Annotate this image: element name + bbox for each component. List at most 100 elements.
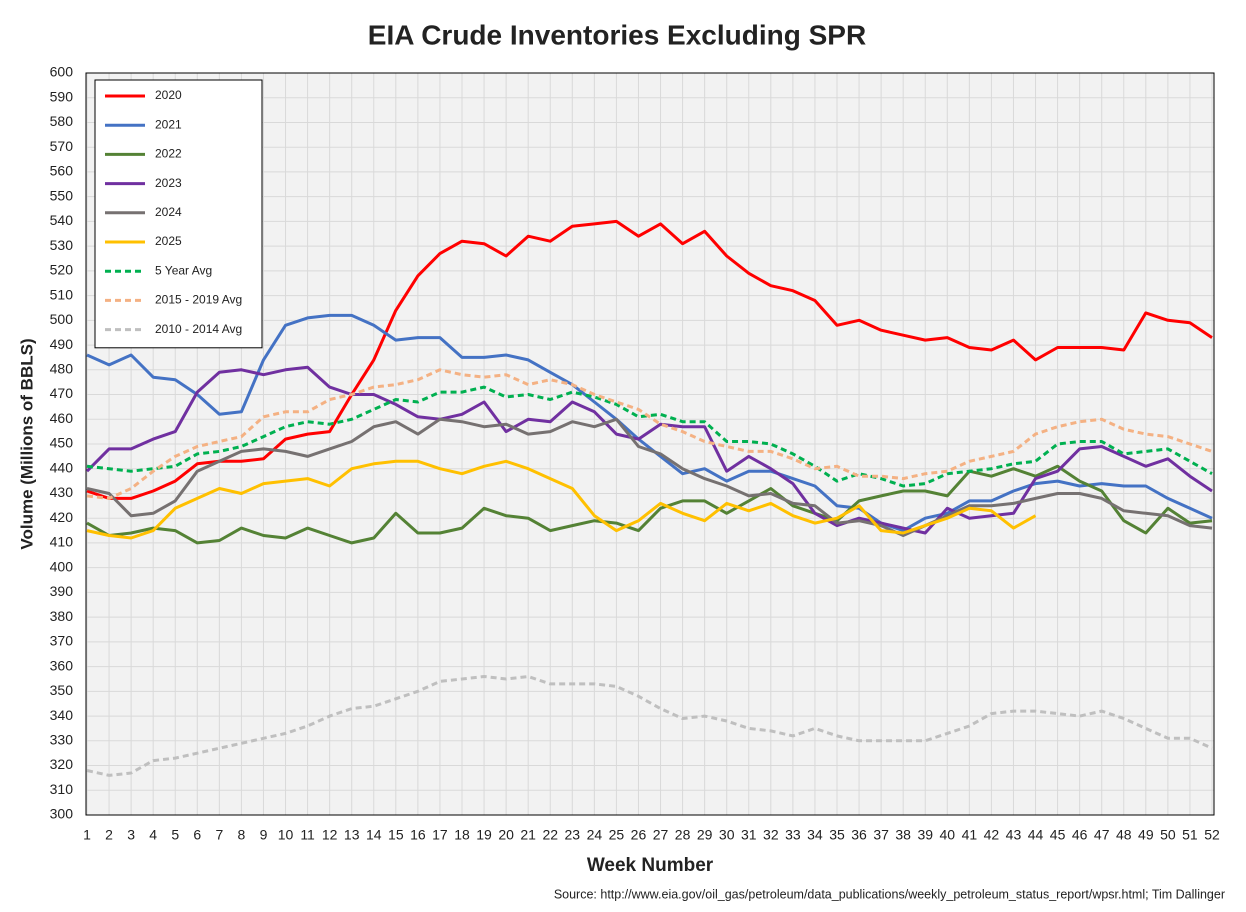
y-tick-label: 540 — [50, 212, 74, 228]
y-tick-label: 340 — [50, 707, 74, 723]
y-tick-label: 460 — [50, 410, 74, 426]
x-tick-label: 47 — [1094, 827, 1110, 843]
x-tick-label: 49 — [1138, 827, 1154, 843]
x-tick-label: 7 — [215, 827, 223, 843]
series-line — [86, 368, 1213, 500]
legend-label: 2022 — [155, 147, 182, 161]
series-line — [86, 313, 1213, 533]
series-line — [86, 385, 1213, 488]
x-tick-label: 45 — [1050, 827, 1066, 843]
legend-label: 2025 — [155, 234, 182, 248]
y-tick-label: 400 — [50, 558, 74, 574]
x-tick-label: 50 — [1160, 827, 1176, 843]
y-tick-label: 580 — [50, 113, 74, 129]
x-tick-label: 15 — [388, 827, 404, 843]
series-line — [86, 675, 1213, 777]
x-tick-label: 29 — [697, 827, 713, 843]
x-tick-label: 14 — [366, 827, 382, 843]
legend-label: 2024 — [155, 205, 182, 219]
legend-label: 5 Year Avg — [155, 263, 212, 277]
x-tick-label: 12 — [322, 827, 338, 843]
x-tick-label: 46 — [1072, 827, 1088, 843]
y-tick-label: 510 — [50, 286, 74, 302]
x-tick-label: 38 — [895, 827, 911, 843]
y-tick-label: 350 — [50, 682, 74, 698]
y-tick-label: 480 — [50, 361, 74, 377]
y-tick-label: 530 — [50, 237, 74, 253]
x-tick-label: 25 — [609, 827, 625, 843]
y-tick-label: 440 — [50, 459, 74, 475]
x-tick-label: 16 — [410, 827, 426, 843]
y-tick-label: 300 — [50, 806, 74, 822]
x-tick-label: 24 — [587, 827, 603, 843]
y-tick-label: 570 — [50, 138, 74, 154]
x-tick-label: 8 — [238, 827, 246, 843]
y-tick-label: 560 — [50, 163, 74, 179]
x-tick-label: 9 — [260, 827, 268, 843]
y-tick-label: 310 — [50, 781, 74, 797]
x-tick-label: 17 — [432, 827, 448, 843]
legend-label: 2020 — [155, 88, 182, 102]
x-tick-label: 26 — [631, 827, 647, 843]
legend-label: 2023 — [155, 176, 182, 190]
y-tick-label: 420 — [50, 509, 74, 525]
x-tick-label: 33 — [785, 827, 801, 843]
x-tick-label: 6 — [193, 827, 201, 843]
x-tick-label: 36 — [851, 827, 867, 843]
x-tick-label: 35 — [829, 827, 845, 843]
x-tick-label: 51 — [1182, 827, 1198, 843]
x-tick-label: 10 — [278, 827, 294, 843]
x-tick-label: 32 — [763, 827, 779, 843]
x-tick-label: 11 — [300, 827, 315, 843]
x-tick-label: 44 — [1028, 827, 1044, 843]
x-tick-label: 43 — [1006, 827, 1022, 843]
series-line — [85, 365, 1213, 535]
x-tick-label: 40 — [940, 827, 956, 843]
y-tick-label: 410 — [50, 534, 74, 550]
y-tick-label: 320 — [50, 756, 74, 772]
x-tick-label: 2 — [105, 827, 113, 843]
x-tick-label: 3 — [127, 827, 135, 843]
x-tick-label: 41 — [962, 827, 978, 843]
y-tick-label: 600 — [50, 64, 74, 80]
chart-title: EIA Crude Inventories Excluding SPR — [368, 19, 866, 50]
x-tick-label: 48 — [1116, 827, 1132, 843]
y-tick-label: 330 — [50, 732, 74, 748]
source-note: Source: http://www.eia.gov/oil_gas/petro… — [554, 887, 1225, 901]
x-tick-label: 30 — [719, 827, 735, 843]
x-tick-label: 19 — [476, 827, 492, 843]
x-tick-label: 13 — [344, 827, 360, 843]
x-tick-label: 39 — [917, 827, 933, 843]
x-tick-label: 22 — [542, 827, 558, 843]
series-line — [86, 459, 1037, 540]
x-tick-label: 31 — [741, 827, 757, 843]
x-tick-label: 21 — [520, 827, 536, 843]
y-tick-label: 380 — [50, 608, 74, 624]
y-tick-label: 450 — [50, 435, 74, 451]
y-tick-label: 470 — [50, 385, 74, 401]
legend-label: 2010 - 2014 Avg — [155, 322, 242, 336]
y-axis-label: Volume (Millions of BBLS) — [17, 338, 36, 549]
y-tick-label: 390 — [50, 583, 74, 599]
x-tick-label: 20 — [498, 827, 514, 843]
x-tick-label: 23 — [565, 827, 581, 843]
plot-border — [85, 72, 1215, 816]
x-tick-label: 34 — [807, 827, 823, 843]
y-tick-label: 500 — [50, 311, 74, 327]
x-tick-label: 4 — [149, 827, 157, 843]
x-axis-label: Week Number — [587, 855, 714, 876]
legend-label: 2015 - 2019 Avg — [155, 293, 242, 307]
y-tick-label: 360 — [50, 657, 74, 673]
x-tick-label: 5 — [171, 827, 179, 843]
y-tick-label: 590 — [50, 88, 74, 104]
series-line — [86, 464, 1213, 545]
x-tick-label: 18 — [454, 827, 470, 843]
y-tick-label: 490 — [50, 336, 74, 352]
series-line — [86, 417, 1213, 537]
legend-label: 2021 — [155, 117, 182, 131]
x-tick-label: 42 — [984, 827, 1000, 843]
x-tick-label: 52 — [1204, 827, 1220, 843]
x-tick-label: 1 — [83, 827, 91, 843]
